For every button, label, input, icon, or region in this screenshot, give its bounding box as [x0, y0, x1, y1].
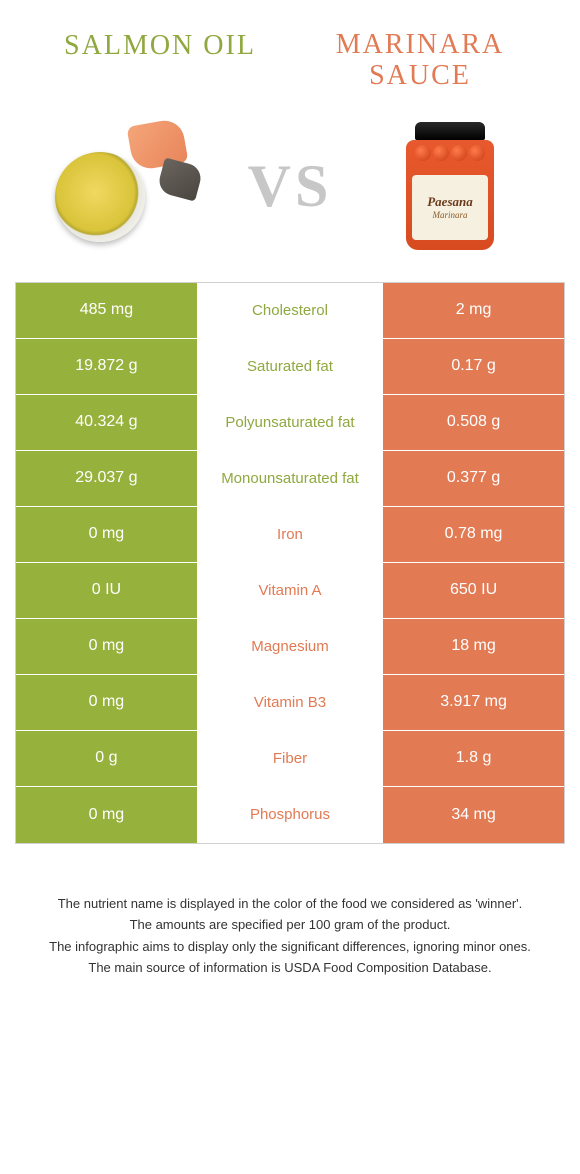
- right-value-cell: 34 mg: [383, 787, 564, 843]
- nutrient-cell: Cholesterol: [197, 283, 383, 338]
- left-value-cell: 0 g: [16, 731, 197, 786]
- left-value-cell: 0 mg: [16, 619, 197, 674]
- left-food-title: Salmon oil: [40, 30, 280, 92]
- nutrient-cell: Phosphorus: [197, 787, 383, 843]
- nutrient-cell: Magnesium: [197, 619, 383, 674]
- left-value-cell: 0 IU: [16, 563, 197, 618]
- nutrient-cell: Fiber: [197, 731, 383, 786]
- right-food-title: Marinara sauce: [300, 30, 540, 92]
- nutrient-cell: Polyunsaturated fat: [197, 395, 383, 450]
- sauce-jar-icon: Paesana Marinara: [405, 122, 495, 252]
- table-row: 0 mgMagnesium18 mg: [16, 619, 564, 675]
- table-row: 0 mgIron0.78 mg: [16, 507, 564, 563]
- salmon-skin-icon: [156, 157, 204, 201]
- nutrient-cell: Vitamin A: [197, 563, 383, 618]
- right-value-cell: 0.78 mg: [383, 507, 564, 562]
- table-row: 29.037 gMonounsaturated fat0.377 g: [16, 451, 564, 507]
- right-value-cell: 1.8 g: [383, 731, 564, 786]
- right-food-image: Paesana Marinara: [370, 122, 530, 252]
- nutrient-cell: Monounsaturated fat: [197, 451, 383, 506]
- jar-sub-label: Marinara: [432, 210, 467, 220]
- left-value-cell: 485 mg: [16, 283, 197, 338]
- right-value-cell: 2 mg: [383, 283, 564, 338]
- right-value-cell: 0.508 g: [383, 395, 564, 450]
- comparison-table: 485 mgCholesterol2 mg19.872 gSaturated f…: [15, 282, 565, 844]
- left-value-cell: 29.037 g: [16, 451, 197, 506]
- right-value-cell: 0.17 g: [383, 339, 564, 394]
- right-value-cell: 650 IU: [383, 563, 564, 618]
- table-row: 0 mgVitamin B33.917 mg: [16, 675, 564, 731]
- images-row: VS Paesana Marinara: [0, 102, 580, 282]
- nutrient-cell: Saturated fat: [197, 339, 383, 394]
- left-food-image: [50, 122, 210, 252]
- oil-bowl-icon: [55, 152, 145, 242]
- jar-brand-label: Paesana: [427, 194, 473, 210]
- table-row: 0 mgPhosphorus34 mg: [16, 787, 564, 843]
- right-value-cell: 3.917 mg: [383, 675, 564, 730]
- right-value-cell: 18 mg: [383, 619, 564, 674]
- footnote-line: The main source of information is USDA F…: [30, 958, 550, 978]
- footnote-line: The amounts are specified per 100 gram o…: [30, 915, 550, 935]
- footnotes: The nutrient name is displayed in the co…: [30, 894, 550, 978]
- left-value-cell: 40.324 g: [16, 395, 197, 450]
- table-row: 485 mgCholesterol2 mg: [16, 283, 564, 339]
- left-value-cell: 0 mg: [16, 787, 197, 843]
- left-value-cell: 0 mg: [16, 675, 197, 730]
- left-value-cell: 19.872 g: [16, 339, 197, 394]
- vs-label: VS: [248, 152, 333, 221]
- table-row: 40.324 gPolyunsaturated fat0.508 g: [16, 395, 564, 451]
- footnote-line: The infographic aims to display only the…: [30, 937, 550, 957]
- footnote-line: The nutrient name is displayed in the co…: [30, 894, 550, 914]
- table-row: 0 gFiber1.8 g: [16, 731, 564, 787]
- nutrient-cell: Vitamin B3: [197, 675, 383, 730]
- left-value-cell: 0 mg: [16, 507, 197, 562]
- nutrient-cell: Iron: [197, 507, 383, 562]
- right-value-cell: 0.377 g: [383, 451, 564, 506]
- table-row: 19.872 gSaturated fat0.17 g: [16, 339, 564, 395]
- table-row: 0 IUVitamin A650 IU: [16, 563, 564, 619]
